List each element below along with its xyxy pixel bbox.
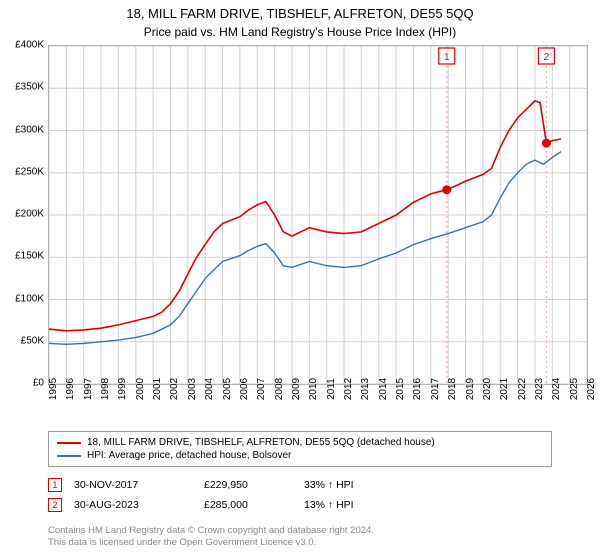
x-tick-label: 2009 xyxy=(291,378,302,400)
sale-delta: 13% ↑ HPI xyxy=(304,499,552,511)
x-tick-label: 2006 xyxy=(239,378,250,400)
x-tick-label: 1996 xyxy=(65,378,76,400)
svg-text:1: 1 xyxy=(444,52,450,63)
chart-title: 18, MILL FARM DRIVE, TIBSHELF, ALFRETON,… xyxy=(0,0,600,21)
x-tick-label: 2007 xyxy=(256,378,267,400)
x-tick-label: 2022 xyxy=(517,378,528,400)
y-tick-label: £400K xyxy=(15,40,44,51)
x-tick-label: 2016 xyxy=(412,378,423,400)
chart-container: 18, MILL FARM DRIVE, TIBSHELF, ALFRETON,… xyxy=(0,0,600,560)
x-tick-label: 1995 xyxy=(48,378,59,400)
x-tick-label: 2021 xyxy=(499,378,510,400)
svg-text:2: 2 xyxy=(544,52,550,63)
x-tick-label: 2011 xyxy=(326,378,337,400)
footnote-line: This data is licensed under the Open Gov… xyxy=(48,537,552,549)
sale-row: 2 30-AUG-2023£285,00013% ↑ HPI xyxy=(48,495,552,515)
sale-marker-icon: 2 xyxy=(48,498,62,512)
x-tick-label: 2026 xyxy=(586,378,597,400)
sales-table: 1 30-NOV-2017£229,95033% ↑ HPI 2 30-AUG-202… xyxy=(48,475,552,515)
legend: 18, MILL FARM DRIVE, TIBSHELF, ALFRETON,… xyxy=(48,431,552,467)
legend-item: HPI: Average price, detached house, Bols… xyxy=(57,449,543,462)
x-tick-label: 2020 xyxy=(482,378,493,400)
x-tick-label: 2013 xyxy=(360,378,371,400)
legend-label: 18, MILL FARM DRIVE, TIBSHELF, ALFRETON,… xyxy=(87,437,435,448)
y-axis: £0£50K£100K£150K£200K£250K£300K£350K£400… xyxy=(0,45,48,385)
x-tick-label: 2003 xyxy=(187,378,198,400)
x-tick-label: 2018 xyxy=(447,378,458,400)
footnote: Contains HM Land Registry data © Crown c… xyxy=(48,525,552,550)
x-tick-label: 2015 xyxy=(395,378,406,400)
x-tick-label: 2000 xyxy=(135,378,146,400)
x-tick-label: 2002 xyxy=(169,378,180,400)
legend-item: 18, MILL FARM DRIVE, TIBSHELF, ALFRETON,… xyxy=(57,436,543,449)
x-tick-label: 2005 xyxy=(222,378,233,400)
x-tick-label: 2008 xyxy=(274,378,285,400)
footnote-line: Contains HM Land Registry data © Crown c… xyxy=(48,525,552,537)
legend-label: HPI: Average price, detached house, Bols… xyxy=(87,450,291,461)
sale-delta: 33% ↑ HPI xyxy=(304,479,552,491)
sale-price: £229,950 xyxy=(204,479,304,491)
y-tick-label: £50K xyxy=(21,335,44,346)
x-tick-label: 2025 xyxy=(569,378,580,400)
y-tick-label: £350K xyxy=(15,82,44,93)
y-tick-label: £200K xyxy=(15,209,44,220)
x-tick-label: 2001 xyxy=(152,378,163,400)
x-axis: 1995199619971998199920002001200220032004… xyxy=(48,385,588,425)
sale-row: 1 30-NOV-2017£229,95033% ↑ HPI xyxy=(48,475,552,495)
x-tick-label: 2023 xyxy=(534,378,545,400)
chart-subtitle: Price paid vs. HM Land Registry's House … xyxy=(0,21,600,45)
x-tick-label: 2017 xyxy=(430,378,441,400)
y-tick-label: £150K xyxy=(15,251,44,262)
y-tick-label: £0 xyxy=(33,378,44,389)
y-tick-label: £100K xyxy=(15,293,44,304)
sale-price: £285,000 xyxy=(204,499,304,511)
legend-swatch xyxy=(57,455,81,457)
y-tick-label: £300K xyxy=(15,124,44,135)
plot-area: 12 xyxy=(48,45,588,385)
sale-marker-icon: 1 xyxy=(48,478,62,492)
x-tick-label: 2024 xyxy=(551,378,562,400)
y-tick-label: £250K xyxy=(15,166,44,177)
x-tick-label: 2019 xyxy=(465,378,476,400)
x-tick-label: 1999 xyxy=(117,378,128,400)
x-tick-label: 1998 xyxy=(100,378,111,400)
sale-date: 30-NOV-2017 xyxy=(74,479,204,491)
plot-svg: 12 xyxy=(49,46,587,384)
x-tick-label: 2004 xyxy=(204,378,215,400)
x-tick-label: 2014 xyxy=(378,378,389,400)
x-tick-label: 1997 xyxy=(83,378,94,400)
legend-swatch xyxy=(57,442,81,444)
x-tick-label: 2012 xyxy=(343,378,354,400)
x-tick-label: 2010 xyxy=(308,378,319,400)
sale-date: 30-AUG-2023 xyxy=(74,499,204,511)
